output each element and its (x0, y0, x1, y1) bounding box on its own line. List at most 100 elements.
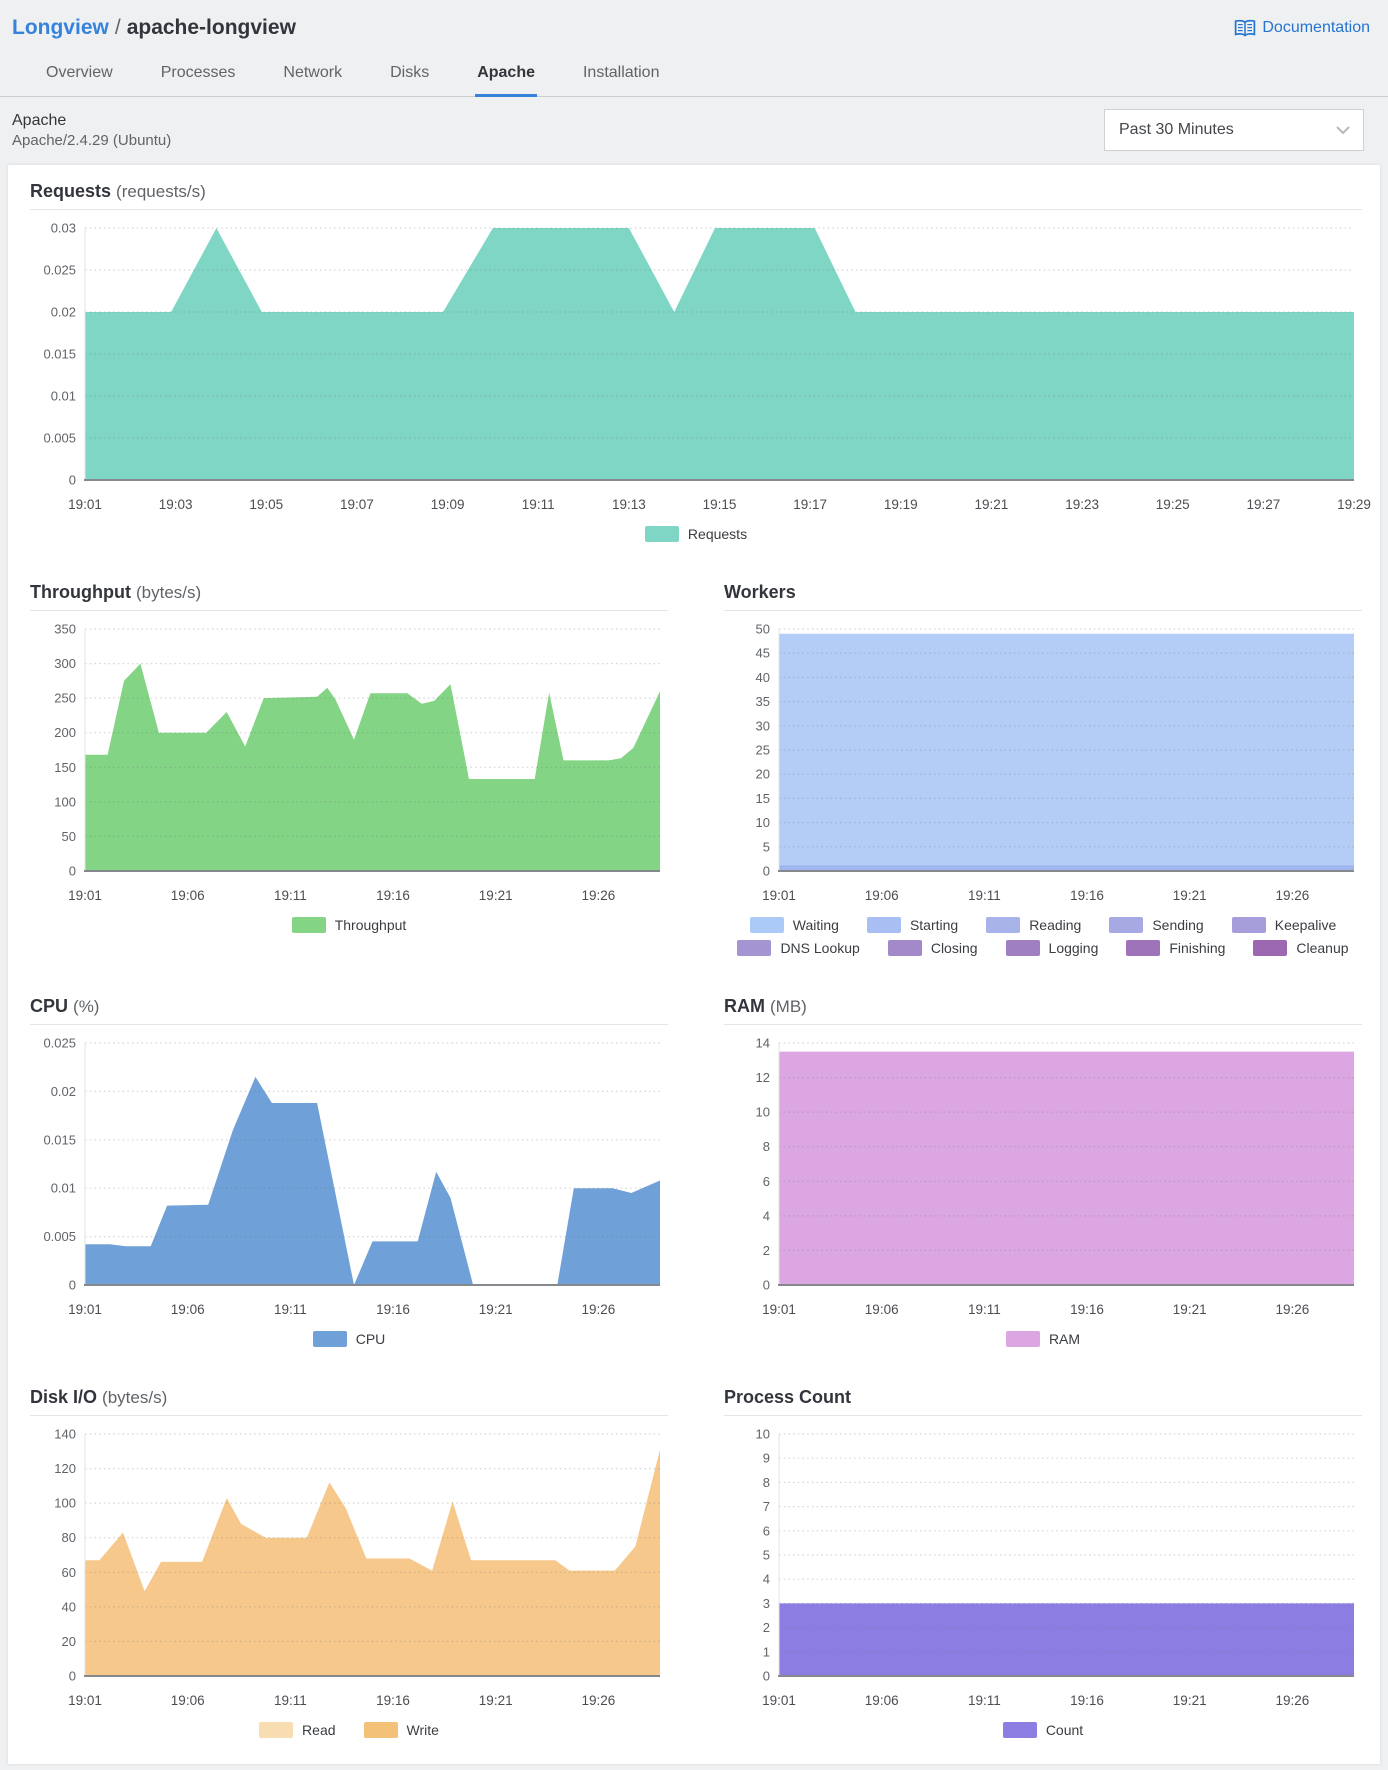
legend-item-dns-lookup[interactable]: DNS Lookup (737, 940, 860, 956)
svg-text:19:26: 19:26 (1276, 888, 1310, 903)
legend-item-throughput[interactable]: Throughput (291, 917, 406, 933)
time-range-select[interactable]: Past 30 Minutes (1104, 109, 1364, 151)
svg-text:0.01: 0.01 (51, 1181, 76, 1196)
svg-text:0.02: 0.02 (51, 305, 76, 320)
svg-text:19:11: 19:11 (274, 1302, 307, 1317)
svg-text:19:17: 19:17 (793, 497, 827, 512)
legend-swatch (259, 1722, 294, 1738)
legend-row: Throughput (291, 917, 406, 933)
documentation-link[interactable]: Documentation (1233, 19, 1370, 38)
legend-item-ram[interactable]: RAM (1005, 1331, 1081, 1347)
svg-text:2: 2 (763, 1620, 770, 1635)
legend-item-requests[interactable]: Requests (644, 526, 748, 542)
svg-text:19:01: 19:01 (762, 1693, 796, 1708)
svg-text:0.01: 0.01 (51, 389, 76, 404)
svg-text:19:11: 19:11 (968, 888, 1001, 903)
throughput-legend: Throughput (30, 917, 668, 933)
breadcrumb-link-longview[interactable]: Longview (12, 16, 109, 39)
tab-disks[interactable]: Disks (390, 64, 430, 81)
tab-overview[interactable]: Overview (46, 64, 113, 81)
svg-text:10: 10 (756, 1427, 770, 1442)
svg-text:0.02: 0.02 (51, 1084, 76, 1099)
legend-label: Requests (687, 526, 748, 542)
svg-text:100: 100 (54, 1496, 76, 1511)
svg-text:0.005: 0.005 (43, 1229, 76, 1244)
legend-item-logging[interactable]: Logging (1005, 940, 1098, 956)
svg-text:140: 140 (54, 1427, 76, 1442)
svg-text:19:09: 19:09 (431, 497, 465, 512)
svg-text:19:07: 19:07 (340, 497, 374, 512)
svg-text:19:06: 19:06 (865, 1302, 899, 1317)
legend-label: Keepalive (1274, 917, 1337, 933)
svg-text:0.025: 0.025 (43, 1036, 76, 1051)
legend-row: CPU (312, 1331, 385, 1347)
svg-text:0.005: 0.005 (43, 431, 76, 446)
legend-label: RAM (1048, 1331, 1081, 1347)
legend-label: Waiting (792, 917, 839, 933)
svg-text:0: 0 (69, 1669, 76, 1684)
svg-text:19:03: 19:03 (159, 497, 193, 512)
svg-text:19:01: 19:01 (762, 888, 796, 903)
svg-text:50: 50 (62, 829, 76, 844)
legend-row: RAM (1005, 1331, 1081, 1347)
chart-disk-io: Disk I/O (bytes/s) 0 20 40 60 80 100 120 140 19:… (30, 1387, 668, 1738)
legend-item-waiting[interactable]: Waiting (749, 917, 839, 933)
legend-item-closing[interactable]: Closing (887, 940, 978, 956)
svg-text:4: 4 (763, 1572, 770, 1587)
svg-text:19:15: 19:15 (703, 497, 737, 512)
chart-title: Process Count (724, 1387, 852, 1407)
svg-text:10: 10 (756, 1105, 770, 1120)
breadcrumb-current: apache-longview (126, 16, 296, 39)
legend-swatch (1005, 940, 1040, 956)
legend-row: Waiting Starting Reading Sending Keepalive (749, 917, 1337, 933)
svg-text:0: 0 (763, 864, 770, 879)
legend-item-reading[interactable]: Reading (986, 917, 1081, 933)
legend-item-write[interactable]: Write (363, 1722, 439, 1738)
tab-bar: Overview Processes Network Disks Apache … (0, 40, 1388, 97)
svg-text:0: 0 (69, 473, 76, 488)
throughput-chart-canvas: 0 50 100 150 200 250 300 350 19:01 19:06 19:11 19:1… (54, 622, 660, 903)
svg-text:19:21: 19:21 (479, 1302, 513, 1317)
legend-label: Reading (1029, 917, 1082, 933)
disk-io-chart-canvas: 0 20 40 60 80 100 120 140 19:01 19:06 19:11 19:16 19… (54, 1427, 660, 1708)
legend-item-sending[interactable]: Sending (1109, 917, 1204, 933)
svg-text:0: 0 (763, 1278, 770, 1293)
sub-header: Apache Apache/2.4.29 (Ubuntu) Past 30 Mi… (0, 97, 1388, 165)
legend-item-starting[interactable]: Starting (866, 917, 958, 933)
svg-text:150: 150 (54, 760, 76, 775)
book-icon (1233, 19, 1257, 38)
tab-installation[interactable]: Installation (582, 64, 660, 81)
legend-swatch (1253, 940, 1288, 956)
legend-label: Closing (930, 940, 978, 956)
legend-swatch (887, 940, 922, 956)
ram-chart-canvas: 0 2 4 6 8 10 12 14 19:01 19:06 19:11 19:16 19:21 19:2… (756, 1036, 1354, 1317)
legend-item-keepalive[interactable]: Keepalive (1231, 917, 1337, 933)
legend-item-cpu[interactable]: CPU (312, 1331, 385, 1347)
chart-throughput: Throughput (bytes/s) 0 50 100 150 200 250 300 3… (30, 582, 668, 956)
top-bar: Longview / apache-longview Documentation (0, 0, 1388, 40)
svg-text:19:06: 19:06 (171, 1693, 205, 1708)
process-count-legend: Count (724, 1722, 1362, 1738)
process-count-chart-canvas: 0 1 2 3 4 5 6 7 8 9 10 19:01 19:06 19:11 19:16 19:21 19:… (756, 1427, 1354, 1708)
tab-processes[interactable]: Processes (160, 64, 236, 81)
legend-swatch (749, 917, 784, 933)
legend-label: Cleanup (1296, 940, 1349, 956)
breadcrumb: Longview / apache-longview (12, 16, 296, 40)
legend-item-read[interactable]: Read (259, 1722, 336, 1738)
svg-text:19:21: 19:21 (479, 888, 513, 903)
legend-item-count[interactable]: Count (1002, 1722, 1083, 1738)
requests-chart-canvas: 0 0.005 0.01 0.015 0.02 0.025 0.03 19:01 19:03 19… (43, 221, 1370, 513)
legend-item-cleanup[interactable]: Cleanup (1253, 940, 1349, 956)
svg-text:15: 15 (756, 791, 770, 806)
svg-text:19:16: 19:16 (376, 888, 410, 903)
tab-apache[interactable]: Apache (475, 60, 537, 97)
legend-label: Read (302, 1722, 336, 1738)
svg-text:19:11: 19:11 (968, 1302, 1001, 1317)
tab-network[interactable]: Network (283, 64, 343, 81)
svg-text:6: 6 (763, 1174, 770, 1189)
legend-item-finishing[interactable]: Finishing (1126, 940, 1225, 956)
chart-process-count: Process Count 0 1 2 3 4 5 6 7 8 9 10 19:01 19:06 19:1… (724, 1387, 1362, 1738)
chart-title: Requests (30, 181, 112, 201)
svg-text:0: 0 (69, 864, 76, 879)
chart-unit: (requests/s) (116, 182, 206, 201)
